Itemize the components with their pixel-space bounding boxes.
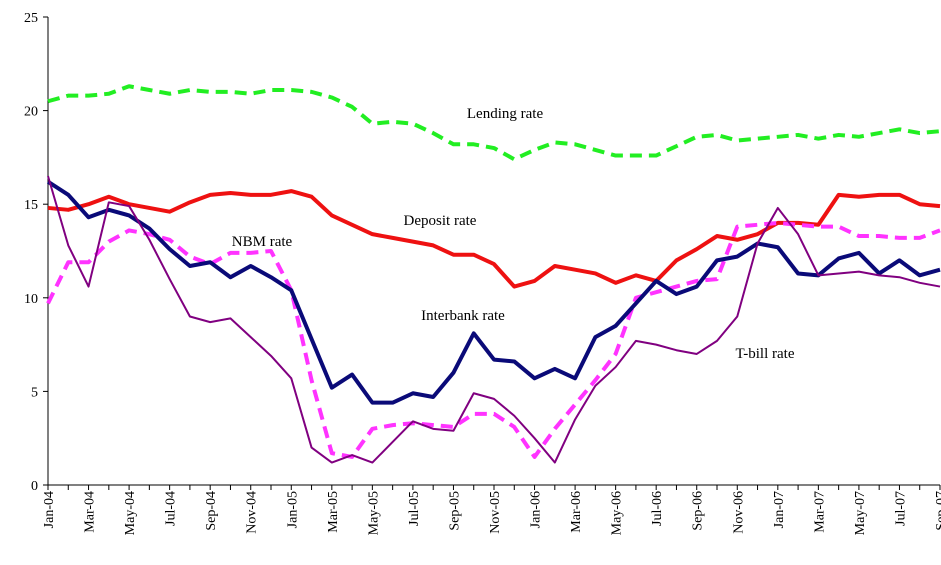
series-line: [47, 175, 941, 464]
x-tick-label: Mar-05: [326, 491, 341, 533]
x-tick-label: Sep-06: [691, 491, 706, 531]
x-tick-label: Jul-07: [893, 491, 908, 526]
x-tick-label: May-05: [366, 491, 381, 535]
x-tick-label: May-06: [610, 491, 625, 535]
x-tick-label: Sep-04: [204, 491, 219, 531]
x-tick-label: May-07: [853, 491, 868, 535]
y-tick-label: 25: [24, 11, 38, 26]
x-tick-label: Jul-05: [407, 491, 422, 526]
y-tick-label: 0: [31, 479, 38, 494]
x-tick-label: Jul-06: [650, 491, 665, 526]
x-tick-label: Nov-04: [245, 491, 260, 534]
series-label: Interbank rate: [421, 308, 505, 324]
series-label: T-bill rate: [735, 346, 794, 362]
x-tick-label: Jan-05: [285, 491, 300, 528]
y-tick-label: 15: [24, 198, 38, 213]
y-tick-label: 20: [24, 105, 38, 120]
series-line: [46, 180, 941, 405]
series-label: Deposit rate: [404, 213, 477, 229]
x-tick-label: Sep-07: [934, 491, 941, 531]
x-tick-label: Jan-06: [529, 491, 544, 528]
x-tick-label: Sep-05: [447, 491, 462, 531]
x-tick-label: Nov-06: [731, 491, 746, 534]
x-tick-label: Mar-04: [83, 491, 98, 533]
x-tick-label: May-04: [123, 491, 138, 535]
y-tick-label: 5: [31, 385, 38, 400]
y-tick-label: 10: [24, 292, 38, 307]
x-tick-label: Jan-07: [772, 491, 787, 528]
x-tick-label: Nov-05: [488, 491, 503, 534]
series-label: Lending rate: [467, 106, 544, 122]
x-tick-label: Mar-06: [569, 491, 584, 533]
x-tick-label: Jul-04: [164, 491, 179, 526]
series-label: NBM rate: [232, 234, 293, 250]
x-tick-label: Jan-04: [42, 491, 57, 528]
series-line: [47, 84, 941, 162]
x-tick-label: Mar-07: [812, 491, 827, 533]
